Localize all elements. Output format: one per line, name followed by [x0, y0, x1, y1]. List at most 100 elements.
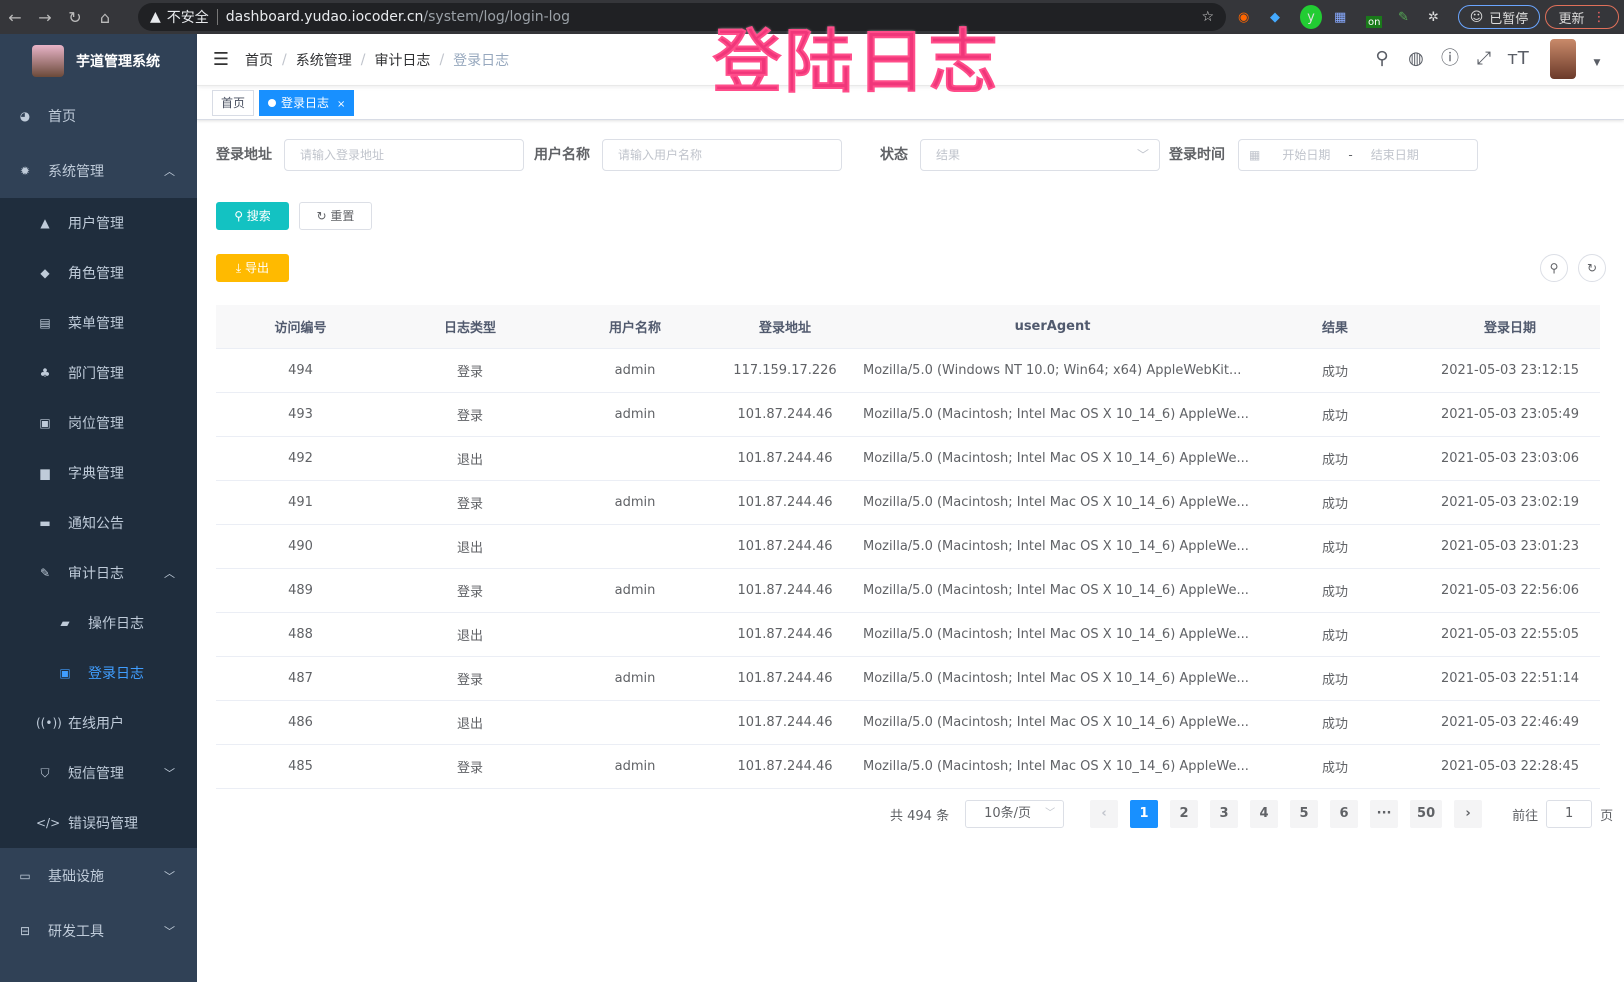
font-size-icon[interactable]: тT [1507, 48, 1529, 69]
sidebar-item-error-code[interactable]: </> 错误码管理 [36, 816, 138, 832]
extension-icon[interactable]: ◆ [1270, 9, 1280, 25]
tag-home[interactable]: 首页 [212, 89, 255, 116]
sidebar-item-login-log[interactable]: ▣ 登录日志 [0, 648, 197, 698]
next-page-button[interactable]: › [1454, 800, 1483, 828]
table-cell: 成功 [1321, 365, 1348, 380]
prev-page-button[interactable]: ‹ [1090, 800, 1119, 828]
export-button[interactable]: ⤓ 导出 [216, 254, 289, 282]
sidebar-item-infra[interactable]: ▭ 基础设施 ﹀ [0, 848, 197, 903]
sidebar-item-posts[interactable]: ▣ 岗位管理 [0, 398, 197, 448]
search-button[interactable]: ⚲ 搜索 [216, 202, 289, 230]
extension-icon[interactable]: ✎ [1398, 9, 1409, 25]
table-row: 487 登录 admin 101.87.244.46 Mozilla/5.0 (Maci… [216, 657, 1600, 701]
reset-button[interactable]: ↻ 重置 [299, 202, 372, 230]
bookmark-star-icon[interactable]: ☆ [1201, 9, 1214, 25]
breadcrumb-item[interactable]: 系统管理 [295, 52, 352, 69]
caret-down-icon[interactable]: ▼ [1593, 58, 1601, 68]
user-avatar[interactable] [1550, 39, 1576, 79]
table-cell: 101.87.244.46 [737, 671, 833, 686]
log-icon: ✎ [39, 566, 51, 580]
sidebar-item-online-users[interactable]: ((•)) 在线用户 [36, 716, 124, 732]
shield-icon: ⛉ [40, 765, 50, 780]
page-button[interactable]: 50 [1410, 800, 1443, 828]
page-button[interactable]: 4 [1250, 800, 1279, 828]
page-button[interactable]: 5 [1290, 800, 1319, 828]
forward-icon[interactable]: → [38, 7, 52, 27]
page-button[interactable]: 1 [1130, 800, 1159, 828]
page-size-select[interactable]: 10条/页 ﹀ [965, 800, 1065, 828]
sidebar-item-system[interactable]: ✹ 系统管理 ︿ [0, 143, 197, 198]
table-cell: 成功 [1321, 541, 1348, 556]
sidebar-item-sms[interactable]: ⛉ 短信管理 ﹀ [0, 748, 197, 798]
toggle-search-button[interactable]: ⚲ [1540, 254, 1568, 282]
table-cell: Mozilla/5.0 (Windows NT 10.0; Win64; x64… [863, 363, 1242, 378]
question-icon[interactable]: ⓘ [1441, 48, 1459, 69]
table-row: 490 退出 101.87.244.46 Mozilla/5.0 (Macintosh… [216, 525, 1600, 569]
table-cell: 487 [288, 671, 313, 686]
close-icon[interactable]: × [337, 98, 346, 110]
profile-button[interactable]: ☺ 已暂停 [1458, 5, 1540, 29]
sidebar-item-dict[interactable]: ▆ 字典管理 [0, 448, 197, 498]
login-time-label: 登录时间 [1169, 147, 1225, 163]
sidebar-item-audit-log[interactable]: ✎ 审计日志 ︿ [0, 548, 197, 598]
tag-login-log[interactable]: 登录日志 × [259, 89, 355, 116]
back-icon[interactable]: ← [8, 7, 22, 27]
table-cell: admin [614, 671, 656, 686]
breadcrumb-item[interactable]: 审计日志 [374, 52, 431, 69]
username-input[interactable]: 请输入用户名称 [602, 139, 842, 171]
puzzle-icon[interactable]: ✲ [1428, 9, 1439, 25]
sidebar-item-users[interactable]: ▲ 用户管理 [0, 198, 197, 248]
table-cell: admin [614, 363, 656, 378]
sidebar-item-notice[interactable]: ▬ 通知公告 [0, 498, 197, 548]
extension-icon[interactable]: ◉ [1238, 9, 1250, 25]
table-cell: 登录 [456, 409, 483, 424]
tree-icon: ♣ [39, 366, 51, 380]
home-icon[interactable]: ⌂ [99, 7, 111, 27]
github-icon[interactable]: ◍ [1408, 48, 1424, 69]
sidebar-item-depts[interactable]: ♣ 部门管理 [0, 348, 197, 398]
reload-icon[interactable]: ↻ [68, 7, 82, 27]
page-button[interactable]: 6 [1330, 800, 1359, 828]
table-cell: 成功 [1321, 585, 1348, 600]
peoples-icon: ◆ [40, 266, 50, 280]
sidebar-logo[interactable]: 芋道管理系统 [0, 34, 197, 88]
hamburger-icon[interactable]: ☰ [212, 49, 230, 70]
sidebar-item-dev-tools[interactable]: ⊟ 研发工具 ﹀ [0, 903, 197, 958]
status-select[interactable]: 结果 ﹀ [920, 139, 1160, 171]
table-cell: 101.87.244.46 [737, 495, 833, 510]
sidebar-item-home[interactable]: ◕ 首页 [0, 88, 197, 143]
table-cell: 登录 [456, 761, 483, 776]
fullscreen-icon[interactable]: ⤢ [1476, 48, 1492, 69]
sidebar-item-roles[interactable]: ◆ 角色管理 [0, 248, 197, 298]
table-cell: 登录 [456, 585, 483, 600]
goto-page-input[interactable]: 1 [1546, 800, 1593, 828]
page-button[interactable]: ··· [1370, 800, 1399, 828]
table-cell: 485 [288, 759, 313, 774]
table-cell: 101.87.244.46 [737, 583, 833, 598]
extension-badge[interactable]: on [1366, 16, 1383, 28]
update-button[interactable]: 更新 ⋮ [1545, 5, 1619, 29]
extension-icon[interactable]: ▦ [1334, 9, 1347, 25]
table-cell: 成功 [1321, 717, 1348, 732]
dashboard-icon: ◕ [19, 108, 31, 123]
page-button[interactable]: 2 [1170, 800, 1199, 828]
sidebar-item-operate-log[interactable]: ▰ 操作日志 [0, 598, 197, 648]
sidebar-item-menus[interactable]: ▤ 菜单管理 [0, 298, 197, 348]
table-cell: 2021-05-03 23:03:06 [1440, 451, 1580, 466]
ip-input[interactable]: 请输入登录地址 [284, 139, 524, 171]
address-bar[interactable]: ▲ 不安全 dashboard.yudao.iocoder.cn/system/… [138, 3, 1226, 31]
online-icon: ((•)) [36, 716, 62, 730]
date-range-picker[interactable]: ▦ 开始日期 - 结束日期 [1238, 139, 1478, 171]
search-icon: ⚲ [1549, 261, 1559, 275]
search-icon[interactable]: ⚲ [1375, 48, 1389, 69]
refresh-button[interactable]: ↻ [1578, 254, 1606, 282]
app-title: 芋道管理系统 [76, 54, 160, 70]
table-row: 485 登录 admin 101.87.244.46 Mozilla/5.0 (Maci… [216, 745, 1600, 789]
user-icon: ▲ [40, 216, 50, 230]
table-cell: Mozilla/5.0 (Macintosh; Intel Mac OS X 1… [863, 451, 1249, 466]
post-icon: ▣ [39, 416, 51, 430]
breadcrumb-item[interactable]: 首页 [245, 52, 273, 69]
table-cell: 2021-05-03 23:02:19 [1440, 495, 1580, 510]
page-button[interactable]: 3 [1210, 800, 1239, 828]
extension-icon[interactable]: y [1300, 5, 1322, 29]
